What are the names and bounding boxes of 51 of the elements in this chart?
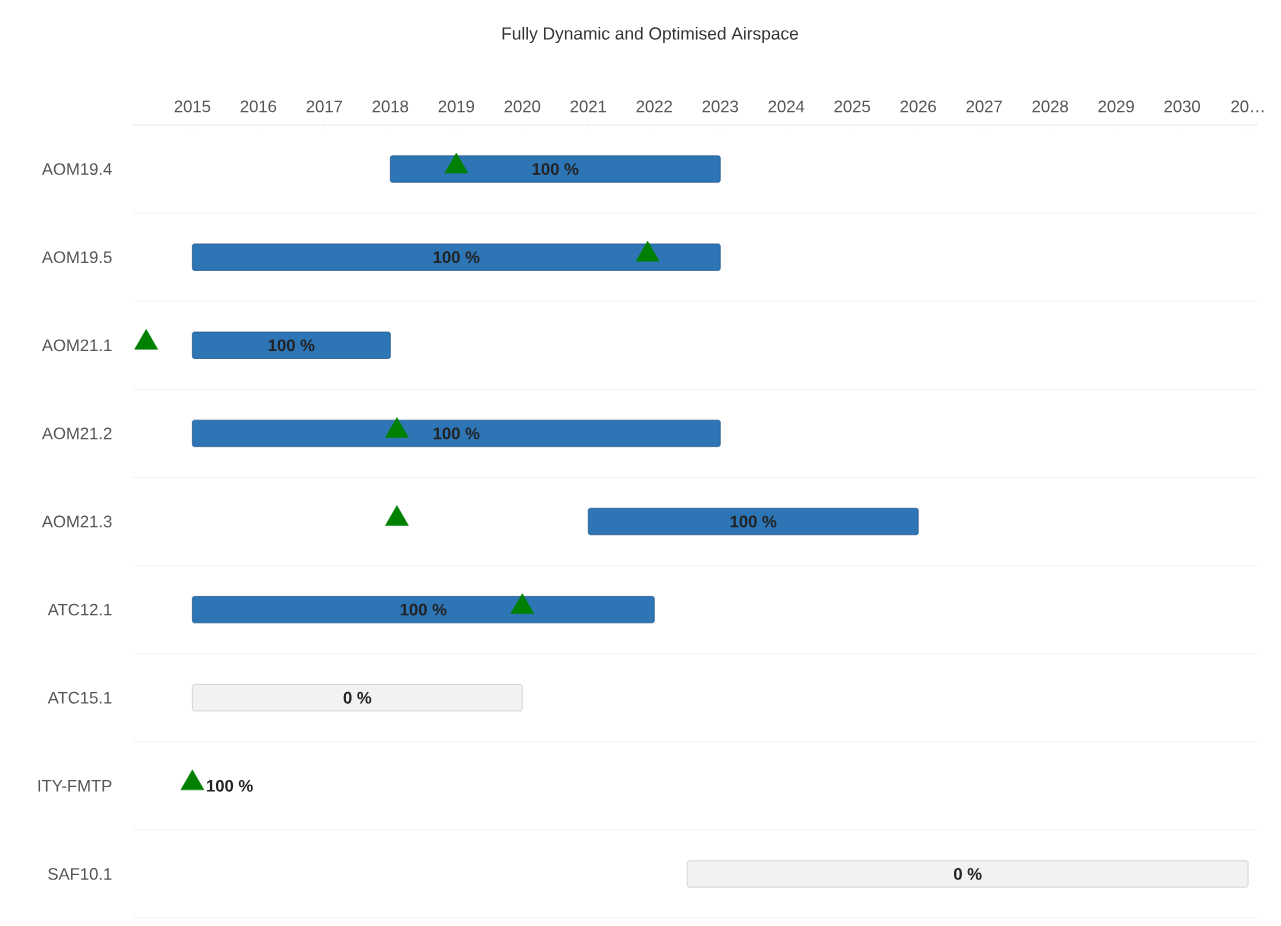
bar (191, 596, 655, 624)
x-tick-label: 2028 (1032, 100, 1068, 113)
y-tick-label: AOM19.5 (41, 251, 112, 264)
bar (191, 419, 721, 448)
annotation: 100 % (532, 163, 579, 175)
y-tick-label: AOM19.4 (41, 163, 112, 175)
annotation: 100 % (207, 779, 253, 792)
point (385, 505, 409, 526)
annotation: 100 % (400, 603, 447, 616)
x-tick-label: 2030 (1164, 100, 1201, 113)
x-tick-label: 2015 (174, 100, 211, 113)
point (180, 769, 205, 791)
point (444, 152, 469, 174)
y-tick-label: AOM21.3 (41, 515, 112, 528)
point (635, 240, 660, 262)
point (385, 417, 409, 438)
y-tick-label: ATC15.1 (47, 691, 112, 704)
x-tick-label: 2021 (570, 100, 606, 113)
bar (191, 684, 523, 712)
x-tick-label: 2027 (966, 100, 1002, 113)
y-tick-label: ATC12.1 (47, 603, 112, 616)
x-tick-label: 2017 (306, 100, 343, 113)
x-tick-label: 2016 (240, 100, 277, 113)
bar (191, 331, 391, 359)
bar (587, 507, 919, 536)
bar (191, 243, 721, 271)
x-tick-label: 2020 (504, 100, 541, 113)
annotation: 100 % (433, 427, 480, 440)
y-tick-label: SAF10.1 (48, 868, 112, 880)
y-tick-label: AOM21.2 (41, 427, 112, 440)
annotation: 0 % (953, 868, 982, 880)
x-tick-label: 2024 (768, 100, 805, 113)
point (510, 593, 535, 614)
x-tick-label: 2025 (834, 100, 871, 113)
point (134, 329, 159, 350)
x-tick-label: 2018 (372, 100, 409, 113)
annotation: 100 % (433, 251, 480, 264)
chart-title: Fully Dynamic and Optimised Airspace (502, 26, 799, 44)
y-tick-label: ITY-FMTP (38, 780, 112, 792)
annotation: 100 % (268, 339, 315, 352)
bar (686, 860, 1249, 888)
x-tick-label: 2022 (636, 100, 672, 113)
x-tick-label: 2019 (438, 100, 475, 113)
x-tick-label: 2026 (900, 100, 936, 113)
annotation: 100 % (730, 515, 777, 528)
annotation: 0 % (343, 691, 372, 704)
x-tick-label: 2029 (1098, 100, 1134, 113)
y-tick-label: AOM21.1 (41, 339, 112, 352)
bar (389, 155, 721, 183)
x-tick-label: 20… (1231, 100, 1264, 113)
x-tick-label: 2023 (702, 100, 739, 113)
